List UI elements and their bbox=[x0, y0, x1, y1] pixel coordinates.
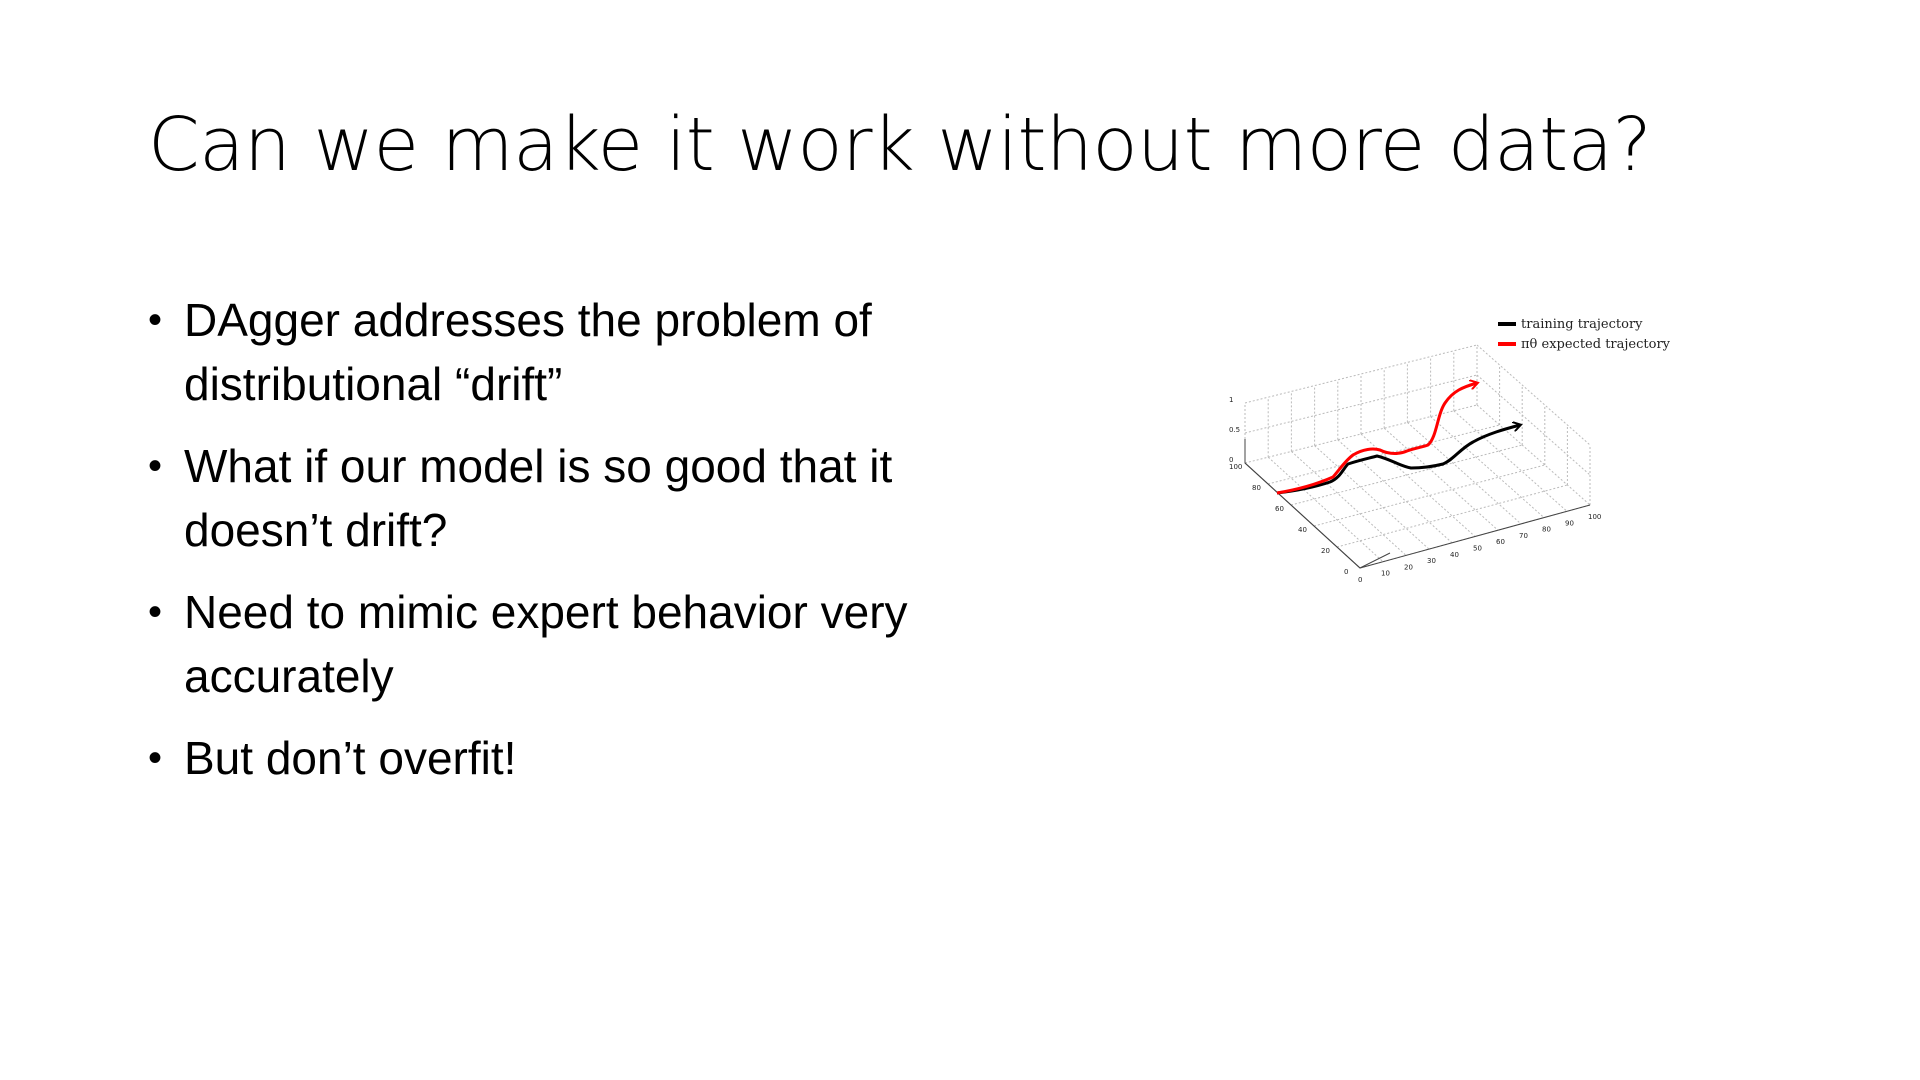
grid-line bbox=[1453, 410, 1568, 512]
bullet-text: Need to mimic expert behavior very accur… bbox=[184, 586, 908, 702]
x-tick-label: 20 bbox=[1404, 563, 1413, 571]
z-tick-label: 0 bbox=[1229, 456, 1233, 464]
y-tick-label: 20 bbox=[1321, 547, 1330, 555]
x-tick-label: 80 bbox=[1542, 526, 1551, 534]
plot-axes bbox=[1244, 439, 1591, 569]
y-tick-label: 40 bbox=[1298, 526, 1307, 534]
legend-swatch-expected bbox=[1498, 342, 1516, 346]
bullet-dot-icon: • bbox=[148, 298, 163, 342]
bullet-item: • But don’t overfit! bbox=[148, 726, 1048, 790]
legend-swatch-training bbox=[1498, 322, 1516, 326]
z-tick-label: 0.5 bbox=[1229, 426, 1240, 434]
grid-line bbox=[1430, 416, 1545, 518]
trajectory-figure: 0 0.5 1 0 20 40 60 80 100 0 10 20 30 40 50 60 70 80 90 100 … bbox=[1205, 315, 1825, 655]
grid-line bbox=[1267, 424, 1500, 485]
x-tick-label: 90 bbox=[1565, 519, 1574, 527]
bullet-dot-icon: • bbox=[148, 736, 163, 780]
bullet-dot-icon: • bbox=[148, 444, 163, 488]
grid-line bbox=[1476, 374, 1591, 476]
x-tick-label: 10 bbox=[1381, 570, 1390, 578]
bullet-text: DAgger addresses the problem of distribu… bbox=[184, 294, 872, 410]
bullet-item: • What if our model is so good that it d… bbox=[148, 434, 1048, 562]
y-tick-label: 100 bbox=[1229, 463, 1242, 471]
y-tick-label: 0 bbox=[1344, 568, 1348, 576]
chart-legend: training trajectory πθ expected trajecto… bbox=[1498, 317, 1671, 352]
x-tick-label: 40 bbox=[1450, 551, 1459, 559]
bullet-dot-icon: • bbox=[148, 590, 163, 634]
x-tick-label: 30 bbox=[1427, 557, 1436, 565]
x-tick-label: 100 bbox=[1588, 513, 1601, 521]
training-trajectory-line bbox=[1276, 425, 1520, 495]
x-tick-label: 50 bbox=[1473, 545, 1482, 553]
grid-line bbox=[1314, 445, 1430, 550]
z-tick-label: 1 bbox=[1229, 396, 1233, 404]
y-tick-label: 60 bbox=[1275, 505, 1284, 513]
grid-line bbox=[1476, 404, 1591, 506]
trajectory-plot: 00.510204060801000102030405060708090100 … bbox=[1229, 317, 1671, 584]
x-tick-label: 0 bbox=[1358, 576, 1362, 584]
bullet-item: • Need to mimic expert behavior very acc… bbox=[148, 580, 1048, 708]
expected-trajectory-line bbox=[1276, 383, 1477, 495]
grid-line bbox=[1244, 344, 1478, 404]
bullet-list: • DAgger addresses the problem of distri… bbox=[148, 288, 1048, 808]
grid-line bbox=[1291, 451, 1407, 556]
slide-title: Can we make it work without more data? bbox=[148, 102, 1652, 188]
legend-label-expected: πθ expected trajectory bbox=[1521, 337, 1671, 352]
bullet-text: But don’t overfit! bbox=[184, 732, 517, 784]
plot-grid bbox=[1244, 344, 1591, 569]
x-tick-label: 60 bbox=[1496, 538, 1505, 546]
legend-label-training: training trajectory bbox=[1521, 317, 1643, 332]
grid-line bbox=[1313, 464, 1545, 527]
bullet-item: • DAgger addresses the problem of distri… bbox=[148, 288, 1048, 416]
x-tick-label: 70 bbox=[1519, 532, 1528, 540]
grid-line bbox=[1336, 484, 1568, 548]
grid-line bbox=[1267, 456, 1384, 563]
bullet-text: What if our model is so good that it doe… bbox=[184, 440, 893, 556]
grid-line bbox=[1337, 439, 1453, 544]
grid-line bbox=[1383, 427, 1499, 531]
grid-line bbox=[1407, 422, 1522, 525]
y-tick-label: 80 bbox=[1252, 484, 1261, 492]
grid-line bbox=[1476, 344, 1591, 446]
